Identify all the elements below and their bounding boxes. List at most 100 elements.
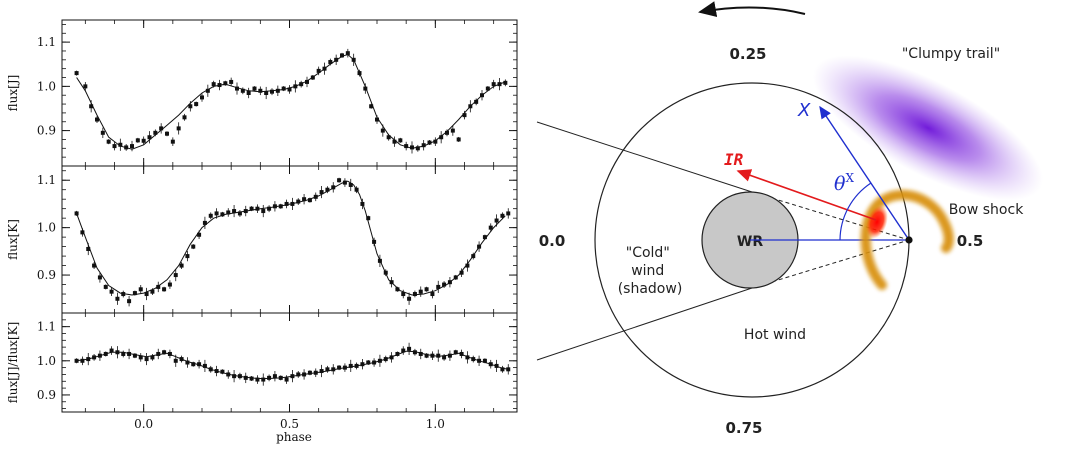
- data-point: [418, 289, 423, 294]
- data-point: [305, 79, 309, 84]
- data-point: [436, 284, 441, 289]
- data-point: [121, 351, 126, 356]
- data-point: [229, 79, 234, 84]
- data-point: [74, 358, 79, 363]
- model-curve: [76, 53, 506, 150]
- data-point: [89, 104, 94, 109]
- data-point: [503, 80, 508, 85]
- data-point: [482, 358, 487, 363]
- model-curve: [76, 180, 506, 296]
- shadow-boundary-lower: [536, 287, 753, 361]
- y-tick-label: 1.0: [37, 79, 56, 93]
- panel-frame: [61, 165, 518, 314]
- data-point: [485, 86, 490, 91]
- data-point: [185, 254, 190, 259]
- data-point: [500, 213, 505, 218]
- data-point: [83, 84, 88, 89]
- data-point: [415, 146, 420, 151]
- data-point: [424, 353, 429, 358]
- clumpy-trail-label: "Clumpy trail": [902, 46, 1000, 62]
- data-point: [488, 225, 493, 230]
- phase-label-bottom: 0.75: [725, 419, 762, 437]
- data-point: [494, 218, 499, 223]
- data-point: [150, 289, 155, 294]
- data-point: [462, 113, 467, 118]
- data-point: [348, 363, 353, 368]
- data-point: [258, 88, 263, 93]
- clumpy-trail: [812, 55, 1044, 201]
- data-point: [130, 144, 134, 149]
- data-point: [433, 139, 438, 144]
- data-point: [112, 144, 117, 149]
- y-tick-label: 0.9: [37, 388, 56, 402]
- data-point: [412, 350, 417, 355]
- data-point: [398, 138, 403, 143]
- data-point: [427, 140, 432, 145]
- data-point: [162, 287, 167, 292]
- panel-frame: [61, 312, 518, 413]
- data-point: [246, 91, 251, 95]
- data-point: [211, 82, 216, 87]
- data-point: [226, 210, 231, 215]
- data-point: [127, 351, 132, 356]
- data-point: [302, 197, 307, 202]
- data-point: [453, 350, 458, 355]
- data-point: [109, 348, 114, 353]
- data-point: [80, 230, 85, 235]
- data-point: [270, 89, 274, 94]
- data-point: [141, 138, 146, 143]
- theta-superscript: X: [845, 171, 854, 185]
- model-curve: [76, 350, 509, 379]
- companion-star: [905, 236, 913, 244]
- data-point: [386, 135, 391, 140]
- hot-wind-label: Hot wind: [744, 327, 806, 343]
- data-point: [147, 135, 152, 140]
- data-point: [197, 232, 202, 237]
- data-point: [106, 139, 111, 144]
- data-point: [459, 270, 464, 275]
- data-point: [261, 209, 266, 214]
- orbit-diagram: WR IR X θX 0.25 0.0 0.5 0.75 "Cold" wind…: [536, 1, 1044, 437]
- x-tick-label: 0.0: [134, 417, 153, 431]
- data-point: [232, 209, 237, 214]
- data-point: [252, 86, 257, 91]
- data-point: [197, 362, 202, 367]
- y-axis-title: flux[J]/flux[K]: [6, 322, 20, 404]
- data-point: [275, 88, 280, 93]
- cold-wind-line-2: wind: [631, 263, 664, 279]
- data-point: [170, 139, 175, 144]
- ir-direction-arrow: [736, 169, 877, 221]
- data-point: [150, 355, 155, 360]
- data-point: [500, 367, 505, 372]
- data-point: [331, 185, 336, 190]
- data-point: [156, 284, 161, 289]
- data-point: [138, 355, 143, 360]
- data-point: [223, 81, 228, 86]
- data-point: [191, 362, 196, 367]
- shadow-boundary-upper: [536, 121, 753, 193]
- panel-J: 0.9 1.0 1.1 flux[J]: [6, 19, 518, 167]
- data-point: [205, 88, 210, 93]
- data-point: [237, 211, 242, 216]
- data-point: [380, 128, 385, 133]
- data-point: [366, 216, 371, 221]
- data-point: [407, 346, 412, 351]
- data-point: [74, 71, 79, 76]
- data-point: [159, 126, 164, 131]
- data-point: [421, 143, 426, 148]
- wr-label: WR: [737, 234, 763, 250]
- data-point: [191, 244, 196, 249]
- data-point: [307, 198, 312, 203]
- data-point: [235, 86, 239, 91]
- data-point: [395, 351, 400, 356]
- light-curve-panels: 0.9 1.0 1.1 flux[J] 0.9 1.0 1.1 flux[K] 0.9 1.0 1.…: [6, 19, 518, 431]
- data-point: [392, 139, 397, 144]
- data-point: [194, 102, 199, 107]
- data-point: [281, 86, 286, 91]
- data-point: [127, 299, 132, 304]
- data-point: [430, 292, 435, 297]
- data-point: [185, 360, 190, 365]
- data-point: [162, 350, 167, 355]
- data-point: [138, 287, 143, 292]
